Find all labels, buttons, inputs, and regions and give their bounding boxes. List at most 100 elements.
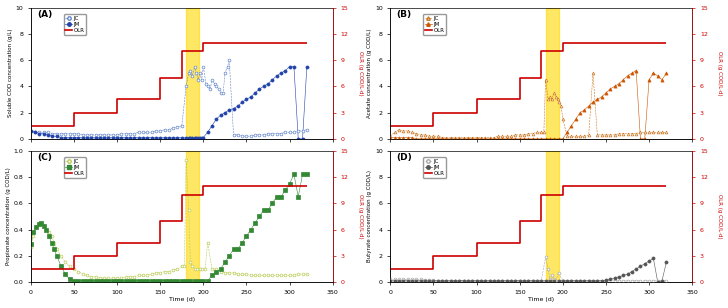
Point (245, 273, 257, 278)
Point (60, 260, 71, 265)
Point (197, 278, 209, 283)
Point (64, 277, 76, 282)
Point (531, 130, 543, 135)
Point (146, 272, 157, 277)
Point (527, 278, 539, 283)
Point (293, 128, 304, 133)
Point (293, 272, 304, 277)
Point (475, 278, 487, 283)
Point (215, 91, 226, 95)
Point (68, 131, 80, 136)
Point (293, 194, 304, 199)
Point (518, 132, 530, 137)
Point (467, 278, 478, 283)
Point (55, 253, 67, 258)
Point (609, 132, 620, 137)
Point (613, 81, 625, 86)
Point (33, 130, 45, 135)
Point (458, 136, 470, 141)
Point (501, 278, 513, 283)
Point (604, 132, 616, 137)
Point (644, 77, 655, 82)
Point (496, 278, 508, 283)
Point (384, 277, 396, 282)
Y-axis label: Soluble COD concentration (g/L): Soluble COD concentration (g/L) (8, 29, 12, 117)
Point (85, 278, 97, 283)
Point (154, 278, 166, 283)
Point (191, 71, 202, 76)
Point (85, 135, 97, 140)
Point (440, 136, 452, 141)
Point (46, 234, 58, 239)
Point (535, 278, 547, 283)
Point (544, 277, 555, 282)
Point (402, 278, 414, 283)
Point (111, 135, 123, 140)
Point (192, 135, 204, 140)
Point (185, 278, 197, 283)
Point (542, 97, 554, 102)
Point (488, 135, 499, 140)
Point (116, 131, 127, 136)
Point (98, 132, 110, 137)
Point (467, 278, 478, 283)
Point (423, 134, 435, 139)
Point (38, 223, 50, 228)
Point (523, 136, 534, 141)
Point (389, 130, 400, 135)
Point (85, 132, 97, 137)
Point (51, 134, 63, 139)
Point (141, 273, 153, 278)
Point (587, 71, 599, 76)
Point (467, 136, 478, 141)
Point (415, 136, 427, 141)
Point (427, 134, 439, 139)
Point (510, 136, 521, 141)
Point (544, 94, 555, 99)
Point (496, 278, 508, 283)
Point (43, 234, 55, 239)
Point (36, 222, 47, 227)
Point (479, 135, 491, 140)
Point (241, 272, 253, 277)
Point (546, 273, 558, 278)
Point (626, 131, 638, 136)
Point (301, 172, 313, 177)
Point (25, 128, 36, 133)
Point (548, 278, 560, 283)
Point (94, 278, 106, 283)
Point (660, 260, 672, 265)
Point (552, 97, 563, 102)
Point (538, 130, 550, 135)
Point (462, 278, 474, 283)
Point (258, 132, 269, 137)
Point (76, 135, 88, 140)
Point (271, 194, 282, 199)
Point (648, 256, 660, 261)
Point (185, 260, 197, 265)
Point (129, 278, 141, 283)
X-axis label: Time (d): Time (d) (169, 298, 195, 302)
Point (94, 276, 106, 281)
Point (488, 278, 499, 283)
Point (449, 136, 461, 141)
Point (167, 135, 179, 140)
Point (137, 273, 149, 278)
Point (107, 276, 119, 281)
Point (402, 128, 414, 133)
Point (288, 130, 300, 135)
Point (258, 273, 269, 278)
Point (561, 134, 573, 139)
Point (600, 91, 612, 95)
Point (531, 136, 543, 141)
Point (51, 247, 63, 252)
Point (223, 107, 235, 112)
Point (402, 277, 414, 282)
Point (81, 278, 92, 283)
Point (132, 130, 144, 135)
Point (630, 266, 642, 271)
Point (622, 278, 633, 283)
Point (483, 135, 495, 140)
Point (501, 134, 513, 139)
Point (393, 135, 405, 140)
